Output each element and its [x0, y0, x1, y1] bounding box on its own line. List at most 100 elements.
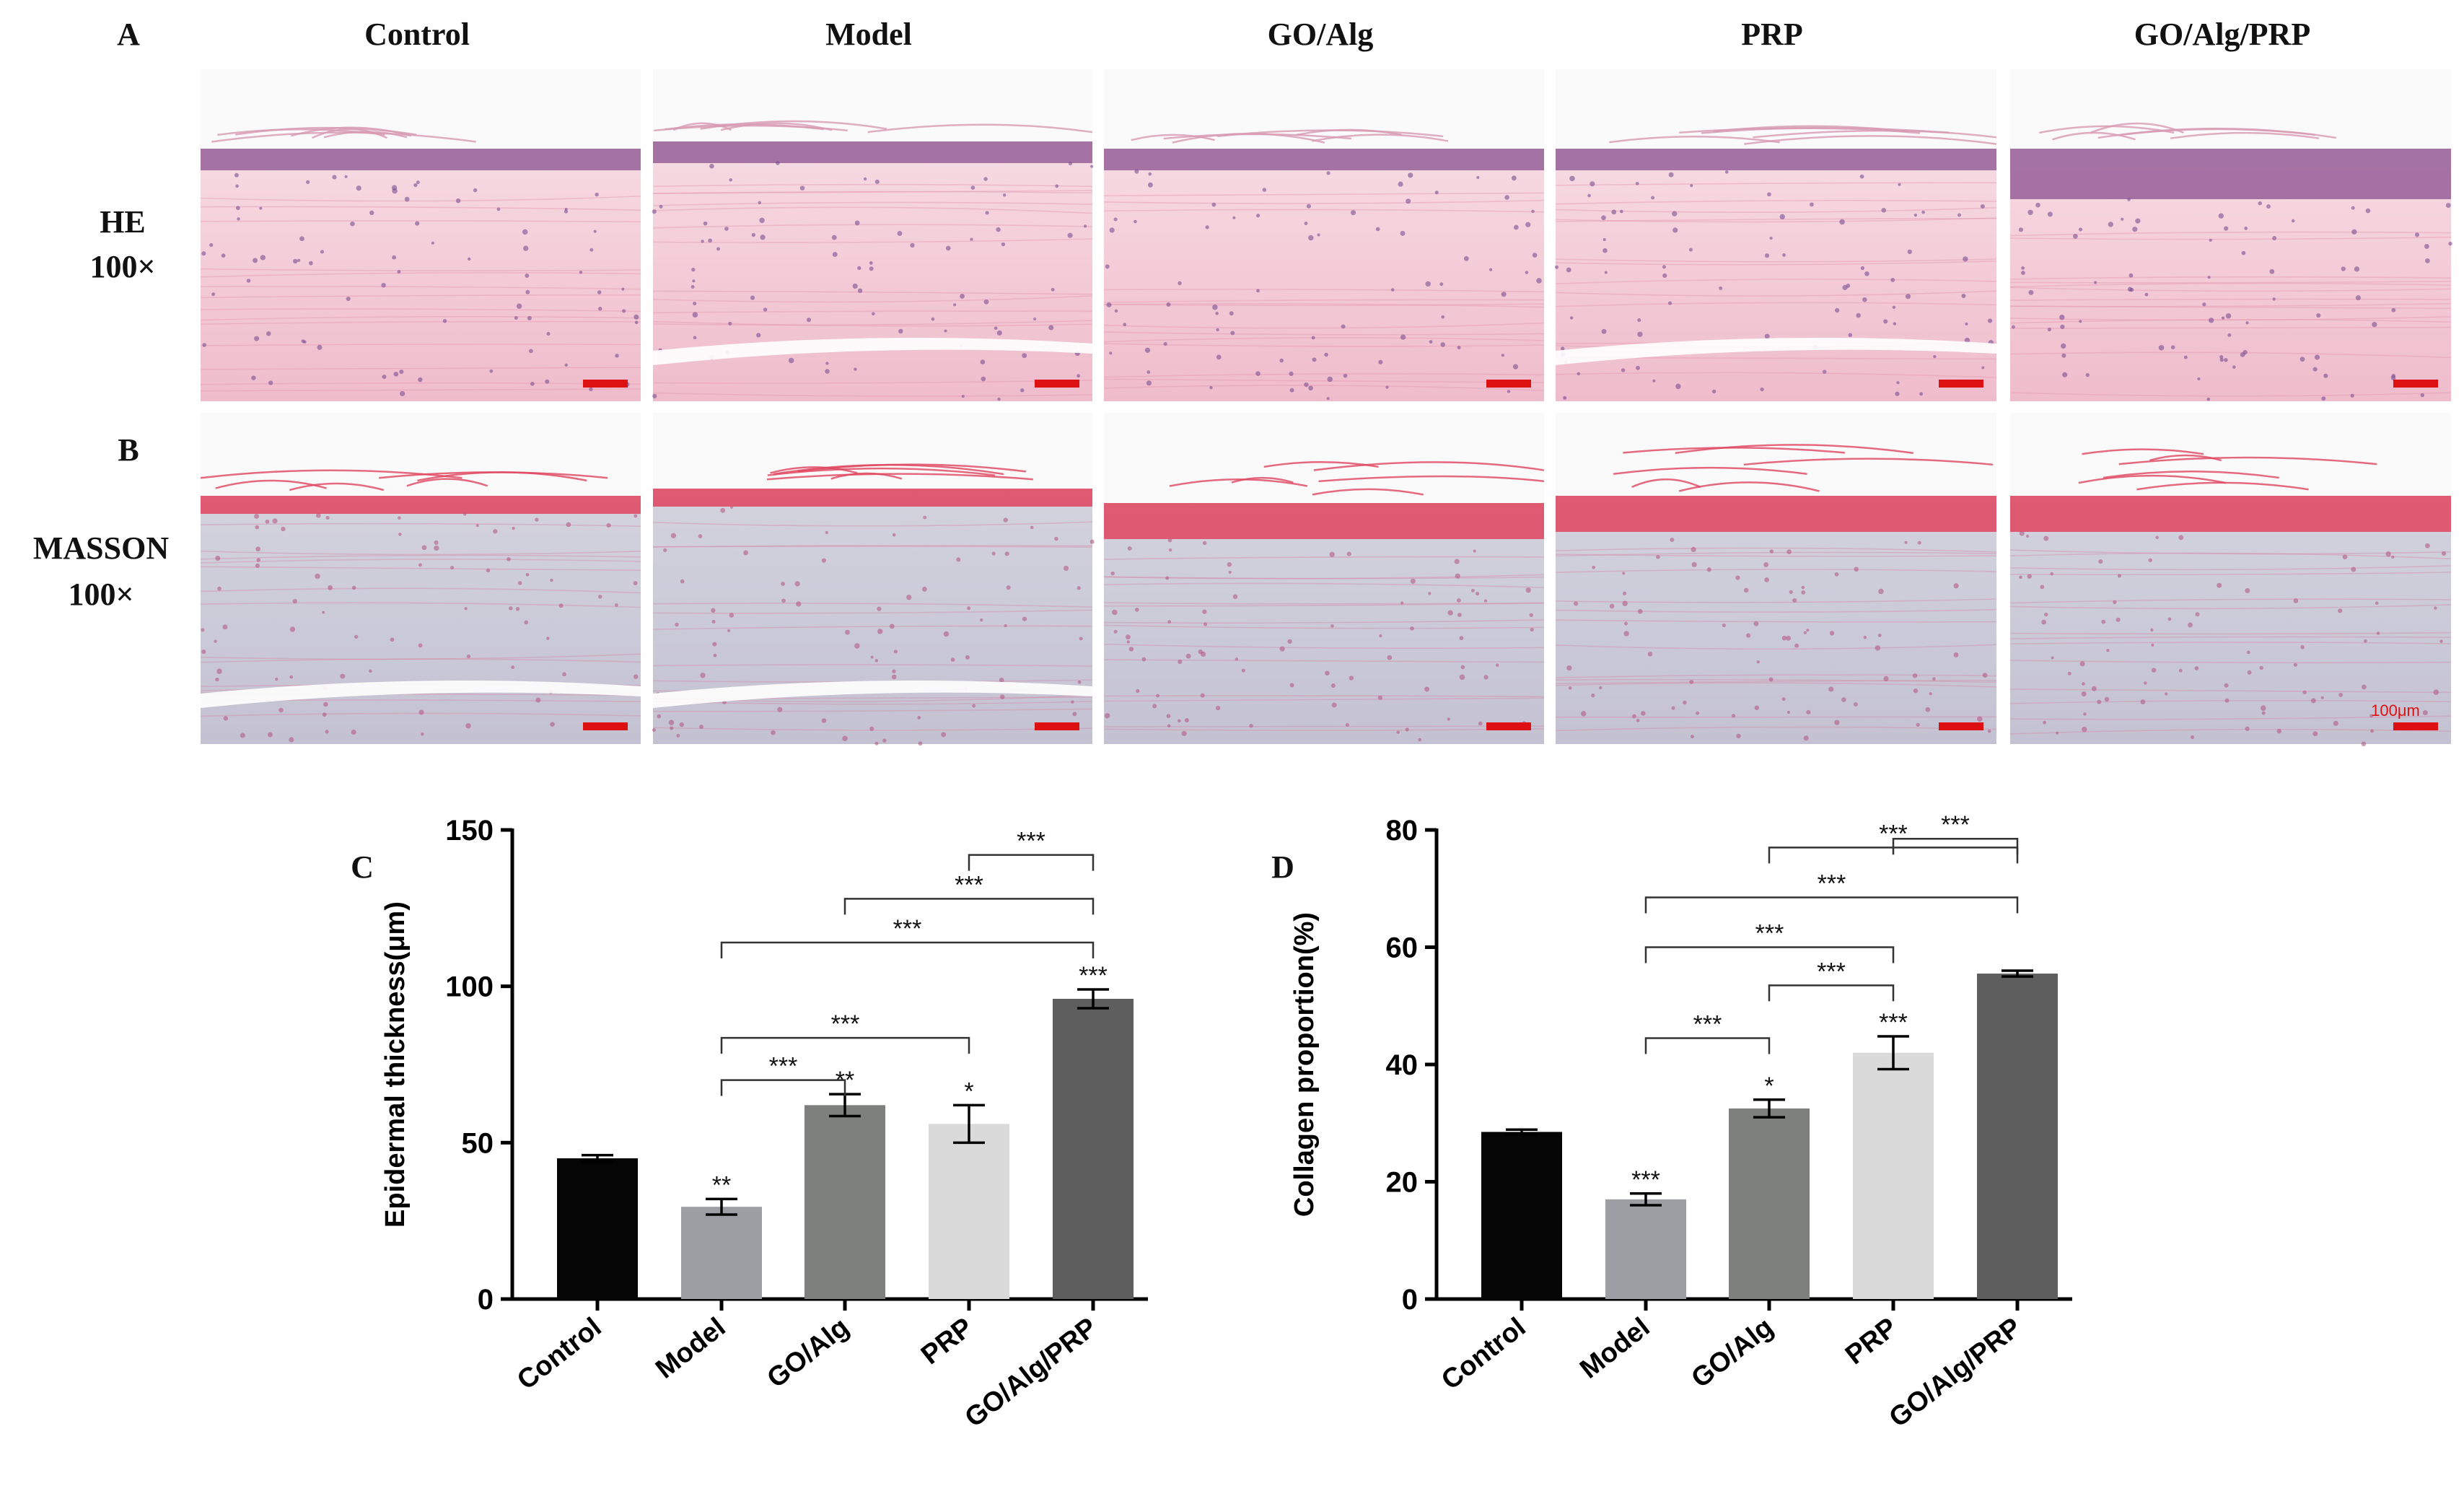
comparison-label: *** — [1879, 820, 1908, 847]
dermal-fiber — [1555, 279, 1997, 285]
tissue-region — [2010, 496, 2451, 744]
cell-nucleus — [2341, 266, 2346, 271]
dermal-fiber — [1555, 682, 1997, 688]
dermal-fiber — [200, 653, 641, 660]
keratin-strand — [1131, 134, 1215, 141]
cell-nucleus — [1786, 549, 1792, 554]
cell-nucleus — [1568, 686, 1572, 690]
cell-nucleus — [1632, 714, 1636, 719]
cell-nucleus — [1325, 670, 1330, 675]
masson-micrograph — [1555, 413, 1997, 744]
cell-nucleus — [1460, 665, 1465, 670]
cell-nucleus — [1756, 660, 1760, 664]
cell-nucleus — [1619, 209, 1623, 214]
cell-nucleus — [2067, 671, 2071, 675]
dermal-fiber — [1555, 569, 1997, 573]
keratin-strand — [1678, 481, 1820, 492]
cell-nucleus — [2019, 575, 2022, 580]
cell-nucleus — [1022, 353, 1027, 359]
cell-nucleus — [292, 598, 297, 604]
significance-label: *** — [1079, 962, 1108, 989]
cell-nucleus — [1513, 224, 1519, 230]
keratin-strand — [1318, 475, 1545, 483]
cell-nucleus — [1875, 645, 1881, 651]
cell-nucleus — [1004, 551, 1009, 556]
cell-nucleus — [2151, 668, 2157, 673]
cell-nucleus — [1324, 352, 1328, 357]
significance-label: *** — [1879, 1009, 1908, 1036]
cell-nucleus — [2083, 712, 2087, 716]
cell-nucleus — [1134, 219, 1137, 224]
comparison-label: *** — [1817, 958, 1846, 985]
cell-nucleus — [1834, 307, 1840, 313]
cell-nucleus — [2246, 650, 2250, 655]
cell-nucleus — [2178, 535, 2184, 541]
cell-nucleus — [1764, 577, 1769, 582]
cell-nucleus — [1656, 554, 1660, 559]
bar — [681, 1207, 762, 1299]
cell-nucleus — [1134, 169, 1139, 174]
cell-nucleus — [1331, 702, 1337, 708]
cell-nucleus — [1769, 549, 1774, 554]
cell-nucleus — [869, 266, 874, 271]
cell-nucleus — [821, 718, 827, 723]
cell-nucleus — [2221, 316, 2225, 320]
cell-nucleus — [2240, 352, 2245, 357]
cell-nucleus — [1209, 385, 1213, 390]
cell-nucleus — [301, 339, 305, 344]
cell-nucleus — [597, 290, 602, 294]
cell-nucleus — [2098, 559, 2103, 564]
cell-nucleus — [546, 637, 550, 640]
y-tick-label: 80 — [1386, 815, 1419, 847]
cell-nucleus — [956, 557, 961, 562]
x-tick-label: GO/Alg — [1686, 1312, 1779, 1394]
cell-nucleus — [794, 581, 800, 587]
significance-label: *** — [1631, 1166, 1660, 1194]
cell-nucleus — [2051, 656, 2054, 660]
cell-nucleus — [698, 534, 703, 538]
cell-nucleus — [558, 603, 564, 608]
cell-nucleus — [1351, 210, 1356, 216]
cell-nucleus — [272, 518, 278, 524]
dermal-fiber — [1103, 378, 1545, 383]
cell-nucleus — [267, 732, 273, 738]
dermal-fiber — [1555, 290, 1997, 297]
cell-nucleus — [831, 235, 837, 240]
cell-nucleus — [2188, 622, 2193, 628]
keratin-strand — [1313, 461, 1545, 471]
cell-nucleus — [727, 629, 731, 632]
cell-nucleus — [1896, 381, 1900, 385]
cell-nucleus — [1919, 392, 1924, 396]
cell-nucleus — [863, 177, 867, 181]
cell-nucleus — [2245, 321, 2249, 325]
cell-nucleus — [514, 316, 518, 320]
cell-nucleus — [1110, 571, 1115, 576]
cell-nucleus — [621, 287, 625, 291]
dermal-fiber — [2009, 642, 2452, 645]
dermal-fiber — [200, 286, 641, 290]
cell-nucleus — [2060, 324, 2065, 330]
tissue-region — [1556, 496, 1996, 744]
dermal-fiber — [200, 315, 641, 321]
cell-nucleus — [759, 217, 765, 224]
cell-nucleus — [1308, 235, 1314, 241]
cell-nucleus — [2224, 683, 2229, 688]
cell-nucleus — [872, 312, 875, 316]
cell-nucleus — [211, 292, 216, 297]
cell-nucleus — [315, 573, 320, 580]
keratin-strand — [766, 473, 1033, 481]
epidermis-layer — [201, 149, 641, 170]
comparison-label: *** — [1818, 870, 1846, 897]
cell-nucleus — [2266, 204, 2271, 209]
cell-nucleus — [1232, 594, 1238, 599]
cell-nucleus — [1601, 328, 1607, 334]
keratin-strand — [2103, 471, 2280, 479]
x-tick-label: GO/Alg/PRP — [1884, 1312, 2027, 1433]
cell-nucleus — [857, 288, 863, 293]
cell-nucleus — [2338, 693, 2343, 697]
cell-nucleus — [2362, 684, 2367, 690]
cell-nucleus — [1202, 541, 1207, 546]
cell-nucleus — [323, 701, 328, 707]
cell-nucleus — [708, 238, 713, 243]
